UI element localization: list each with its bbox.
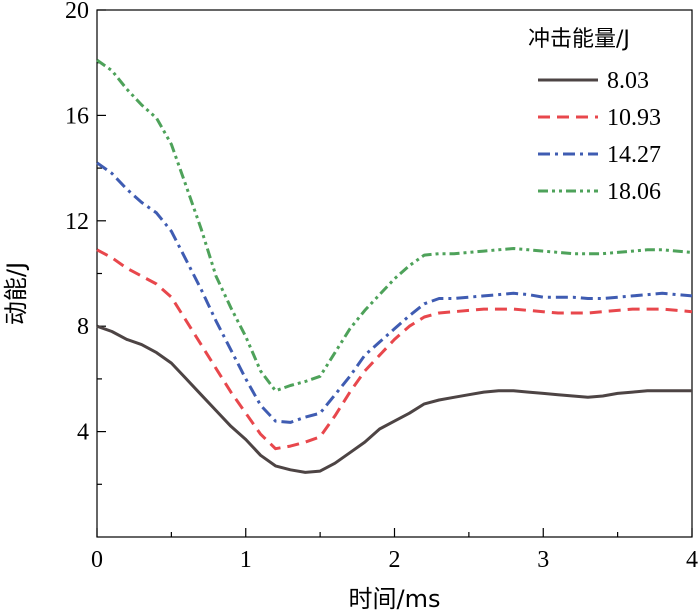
x-tick-label: 4 <box>686 547 698 573</box>
x-tick-label: 2 <box>389 547 401 573</box>
legend: 冲击能量/J 8.03 10.93 14.27 18.06 <box>528 27 661 205</box>
x-tick-label: 3 <box>537 547 549 573</box>
series-line-14-27 <box>96 161 693 424</box>
y-tick-label: 8 <box>77 314 89 340</box>
legend-label: 14.27 <box>607 142 661 168</box>
series-layer <box>96 58 693 474</box>
y-tick-label: 4 <box>77 420 89 446</box>
x-tick-label: 0 <box>91 547 103 573</box>
legend-label: 18.06 <box>607 179 661 205</box>
x-axis-title: 时间/ms <box>349 585 441 613</box>
x-tick-label: 1 <box>240 547 252 573</box>
legend-label: 10.93 <box>607 105 661 131</box>
legend-title: 冲击能量/J <box>528 27 630 52</box>
legend-label: 8.03 <box>607 68 649 94</box>
y-axis-title: 动能/J <box>2 262 30 325</box>
plot-frame <box>96 9 693 538</box>
series-line-8-03 <box>96 324 692 474</box>
y-tick-label: 16 <box>65 103 89 129</box>
series-line-18-06 <box>96 58 693 393</box>
plot-area <box>96 9 693 538</box>
y-tick-label: 12 <box>65 209 89 235</box>
y-tick-label: 20 <box>65 0 89 24</box>
series-line-10-93 <box>96 248 693 451</box>
